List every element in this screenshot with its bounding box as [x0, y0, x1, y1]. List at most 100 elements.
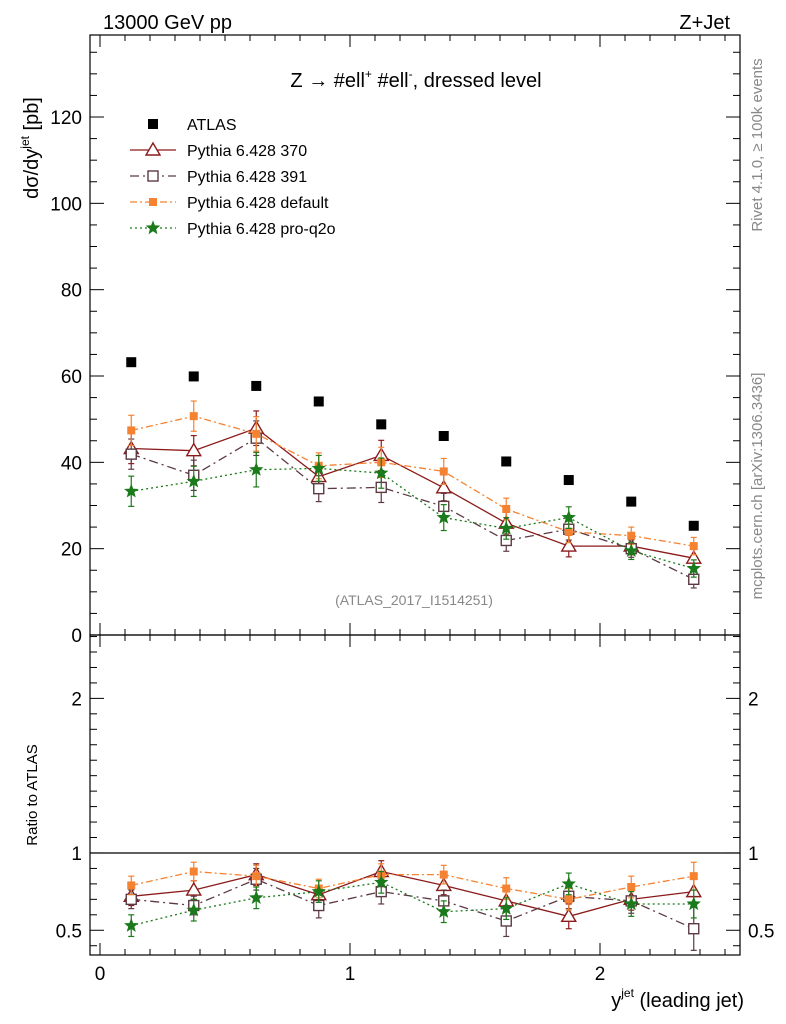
main-y-tick-label: 60: [61, 367, 82, 388]
ratio-series-p370: [123, 860, 702, 930]
ylabel-sup: jet: [18, 135, 32, 149]
process-label: Z+Jet: [679, 12, 730, 34]
ratio-line-p391: [131, 878, 695, 930]
ratio-y-tick-label-right: 2: [748, 689, 759, 710]
main-point-p391: [125, 448, 137, 460]
main-point-pdef: [127, 426, 136, 435]
legend-label-p391: Pythia 6.428 391: [187, 169, 307, 186]
legend-entry-pq2o: Pythia 6.428 pro-q2o: [130, 220, 336, 238]
legend-marker-p391: [147, 170, 159, 182]
main-series-p370: [123, 410, 702, 568]
legend-label-pdef: Pythia 6.428 default: [187, 195, 329, 212]
ratio-point-pdef: [189, 867, 198, 876]
main-point-atlas: [438, 431, 449, 442]
ratio-series-pq2o: [124, 870, 701, 938]
plot-title-mid: #ell: [372, 70, 409, 92]
x-tick-label: 0: [95, 964, 106, 985]
collision-label: 13000 GeV pp: [103, 12, 232, 34]
ratio-point-pdef: [689, 872, 698, 881]
main-y-tick-label: 100: [50, 194, 82, 215]
main-line-p391: [131, 437, 695, 580]
legend-entry-p391: Pythia 6.428 391: [130, 169, 307, 186]
main-point-pq2o: [436, 510, 451, 524]
plot-title-end: , dressed level: [413, 70, 542, 92]
ratio-line-p370: [131, 870, 694, 918]
ratio-point-pdef: [502, 884, 511, 893]
ratio-point-pdef: [627, 882, 636, 891]
main-point-p391: [313, 482, 325, 495]
rivet-version-label: Rivet 4.1.0, ≥ 100k events: [749, 58, 766, 231]
ratio-y-tick-label: 2: [71, 689, 82, 710]
x-axis-label: yjet (leading jet): [611, 986, 744, 1012]
ratio-point-pdef: [252, 872, 261, 881]
ratio-y-tick-label: 1: [71, 844, 82, 865]
main-y-tick-label: 40: [61, 453, 82, 474]
main-point-atlas: [501, 456, 512, 467]
main-series-p391: [125, 420, 700, 589]
legend: ATLAS Pythia 6.428 370 Pythia 6.428 391 Pyt…: [130, 117, 336, 238]
legend-label-pq2o: Pythia 6.428 pro-q2o: [187, 221, 336, 238]
main-point-atlas: [376, 419, 387, 430]
legend-label-atlas: ATLAS: [187, 117, 237, 134]
main-point-atlas: [563, 475, 574, 486]
ratio-line-pdef: [131, 870, 694, 900]
x-tick-label: 1: [345, 964, 356, 985]
ratio-point-p391: [688, 923, 700, 935]
analysis-label: (ATLAS_2017_I1514251): [335, 592, 493, 608]
x-tick-label: 2: [595, 964, 606, 985]
ratio-point-pq2o: [124, 917, 139, 932]
ratio-point-pq2o: [374, 874, 389, 889]
main-point-atlas: [188, 371, 199, 382]
main-line-pdef: [131, 415, 694, 547]
ratio-point-p370: [185, 881, 202, 896]
ratio-y-tick-label-right: 1: [748, 844, 759, 865]
plot-title-sup1: +: [365, 67, 372, 81]
mcplots-reference-label: mcplots.cern.ch [arXiv:1306.3436]: [749, 373, 766, 600]
legend-entry-atlas: ATLAS: [148, 117, 237, 134]
ratio-y-tick-label: 0.5: [56, 921, 82, 942]
xlabel-sup: jet: [620, 986, 634, 1000]
main-point-atlas: [688, 520, 699, 531]
ratio-point-pq2o: [561, 876, 576, 890]
legend-marker-pq2o: [145, 220, 161, 235]
ratio-y-tick-label-right: 0.5: [748, 921, 774, 942]
main-line-pq2o: [131, 467, 694, 570]
main-point-pdef: [439, 467, 448, 476]
main-series-pq2o: [124, 451, 701, 578]
main-point-pdef: [502, 504, 511, 513]
ratio-point-pdef: [127, 881, 136, 890]
legend-entry-pdef: Pythia 6.428 default: [130, 195, 329, 212]
main-y-tick-label: 20: [61, 540, 82, 561]
ratio-point-pq2o: [311, 883, 326, 898]
ratio-point-pq2o: [499, 900, 514, 915]
main-point-pdef: [252, 429, 261, 438]
main-point-pdef: [564, 527, 573, 536]
ratio-plot-frame: [89, 634, 741, 956]
ratio-point-pdef: [564, 895, 573, 904]
y-axis-label-main: dσ/dyjet [pb]: [18, 97, 43, 199]
xlabel-base: y: [611, 990, 621, 1012]
main-point-pq2o: [124, 483, 139, 498]
ratio-point-pq2o: [186, 902, 201, 917]
legend-marker-p370: [144, 141, 162, 156]
ratio-point-pq2o: [686, 896, 701, 911]
xlabel-end: (leading jet): [634, 990, 744, 1012]
main-point-pdef: [689, 542, 698, 551]
y-axis-label-ratio: Ratio to ATLAS: [24, 744, 41, 845]
legend-marker-pdef: [149, 198, 157, 206]
main-y-tick-label: 0: [71, 626, 82, 647]
ylabel-end: [pb]: [21, 97, 43, 136]
ratio-point-pq2o: [436, 904, 451, 918]
main-line-p370: [131, 427, 694, 559]
ratio-series-pdef: [127, 861, 698, 911]
main-series-atlas: [126, 357, 699, 531]
main-point-atlas: [313, 396, 324, 407]
main-point-pdef: [627, 531, 636, 540]
main-point-atlas: [126, 357, 137, 368]
data-layer: [123, 357, 702, 951]
ratio-point-p391: [125, 893, 137, 906]
main-point-pq2o: [624, 543, 639, 558]
main-point-pq2o: [249, 462, 264, 476]
main-y-tick-label: 120: [50, 108, 82, 129]
